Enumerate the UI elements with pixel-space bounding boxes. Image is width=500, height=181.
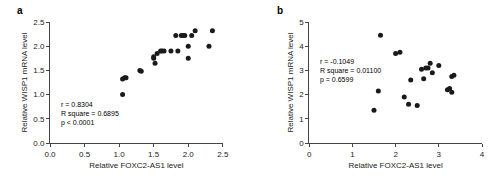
svg-text:5: 5	[299, 18, 304, 27]
svg-text:1.5: 1.5	[148, 150, 160, 159]
svg-text:2.0: 2.0	[183, 150, 195, 159]
svg-text:4: 4	[299, 42, 304, 51]
svg-text:Relative FOXC2-AS1 level: Relative FOXC2-AS1 level	[89, 161, 183, 170]
svg-text:1: 1	[299, 115, 304, 124]
svg-text:1.0: 1.0	[114, 150, 126, 159]
svg-text:1.0: 1.0	[33, 90, 45, 99]
svg-text:Relative FOXC2-AS1 level: Relative FOXC2-AS1 level	[348, 161, 442, 170]
svg-text:2: 2	[393, 150, 398, 159]
svg-text:2.5: 2.5	[33, 18, 45, 27]
svg-text:r = -0.1049R square = 0.01100p: r = -0.1049R square = 0.01100p = 0.6599	[320, 58, 381, 84]
svg-text:a: a	[17, 5, 23, 16]
svg-text:0.5: 0.5	[79, 150, 91, 159]
svg-text:0.0: 0.0	[33, 139, 45, 148]
svg-text:3: 3	[437, 150, 442, 159]
svg-text:0.5: 0.5	[33, 115, 45, 124]
svg-text:4: 4	[480, 150, 485, 159]
svg-text:2.0: 2.0	[33, 42, 45, 51]
svg-text:0: 0	[307, 150, 312, 159]
svg-text:r = 0.8304R square = 0.6895p <: r = 0.8304R square = 0.6895p < 0.0001	[61, 101, 119, 127]
svg-text:0: 0	[299, 139, 304, 148]
svg-text:b: b	[277, 5, 283, 16]
svg-text:2.5: 2.5	[217, 150, 229, 159]
svg-text:Relative WISP1 mRNA level: Relative WISP1 mRNA level	[286, 32, 295, 132]
svg-text:2: 2	[299, 90, 304, 99]
svg-text:Relative WISP1 mRNA level: Relative WISP1 mRNA level	[20, 32, 29, 132]
svg-text:1: 1	[350, 150, 355, 159]
svg-text:1.5: 1.5	[33, 66, 45, 75]
svg-text:0.0: 0.0	[44, 150, 56, 159]
svg-text:3: 3	[299, 66, 304, 75]
